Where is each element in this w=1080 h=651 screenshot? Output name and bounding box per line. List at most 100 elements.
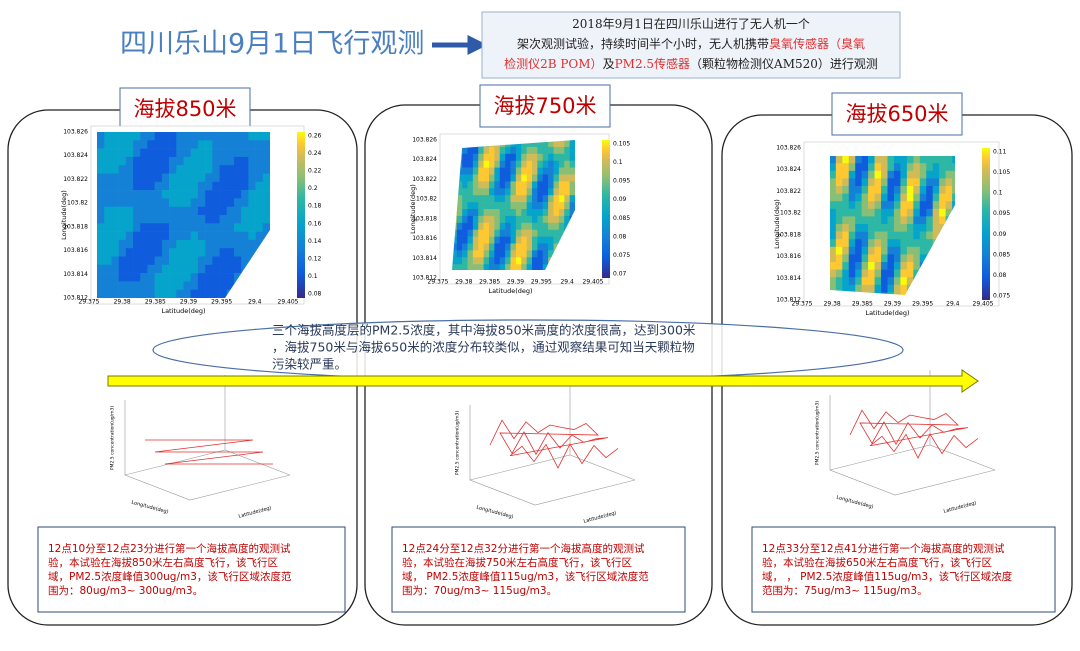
heatmap-cell bbox=[926, 156, 934, 164]
summary: 2018年9月1日在四川乐山进行了无人机一个架次观测试验，持续时间半个小时，无人… bbox=[504, 17, 878, 71]
heatmap-cell bbox=[532, 146, 538, 155]
heatmap-cell bbox=[226, 264, 235, 274]
heatmap-cell bbox=[111, 165, 119, 174]
heatmap-cell bbox=[532, 167, 538, 175]
heatmap-cell bbox=[133, 148, 141, 158]
heatmap-cell bbox=[233, 198, 242, 207]
heatmap-cell bbox=[125, 215, 134, 224]
heatmap-cell bbox=[510, 160, 517, 168]
heatmap-cell bbox=[140, 140, 148, 149]
heatmap-cell bbox=[868, 208, 875, 217]
heatmap-cell bbox=[248, 148, 256, 158]
heatmap-cell bbox=[161, 223, 170, 232]
heatmap-cell bbox=[505, 209, 511, 217]
heatmap-cell bbox=[147, 165, 155, 174]
heatmap-cell bbox=[197, 148, 206, 158]
panel-label-box bbox=[831, 92, 963, 136]
heatmap-cell bbox=[499, 229, 506, 237]
heatmap-cell bbox=[169, 239, 177, 249]
heatmap-cell bbox=[233, 231, 242, 241]
heatmap-cell bbox=[558, 229, 565, 237]
heatmap-cell bbox=[926, 163, 934, 172]
heatmap-cell bbox=[183, 198, 192, 207]
heatmap-cell bbox=[505, 264, 511, 270]
heatmap-cell bbox=[893, 262, 901, 270]
heatmap-cell bbox=[494, 160, 501, 168]
heatmap-cell bbox=[97, 165, 105, 174]
plot3d-axes bbox=[124, 375, 291, 501]
heatmap-cell bbox=[542, 188, 549, 196]
heatmap-cell bbox=[510, 153, 517, 161]
heatmap-cell bbox=[248, 223, 256, 232]
heatmap-cell bbox=[848, 254, 856, 263]
heatmap-cell bbox=[104, 215, 112, 224]
heatmap-cell bbox=[183, 239, 192, 249]
heatmap-cell bbox=[881, 284, 888, 293]
heatmap-cell bbox=[467, 188, 474, 196]
heatmap-cell bbox=[262, 206, 270, 216]
heatmap-cell bbox=[104, 264, 112, 274]
heatmap-cell bbox=[111, 223, 119, 232]
heatmap-cell bbox=[494, 188, 501, 196]
heatmap-cell bbox=[900, 224, 908, 232]
heatmap-cell bbox=[881, 186, 888, 194]
heatmap-cell bbox=[499, 222, 506, 230]
heatmap-cell bbox=[848, 170, 856, 179]
heatmap-cell bbox=[861, 208, 869, 217]
heatmap-cell bbox=[97, 198, 105, 207]
heatmap-cell bbox=[147, 156, 155, 166]
heatmap-cell bbox=[868, 231, 875, 240]
heatmap-cell bbox=[169, 190, 177, 199]
heatmap-cell bbox=[848, 277, 856, 286]
heatmap-cell bbox=[478, 257, 484, 265]
description-line: 域， PM2.5浓度峰值115ug/m3，该飞行区域浓度范 bbox=[402, 570, 649, 583]
heatmap-cell bbox=[939, 193, 946, 202]
heatmap-x-tick: 29.385 bbox=[852, 301, 873, 308]
heatmap-cell bbox=[226, 165, 235, 174]
heatmap-cell bbox=[176, 239, 184, 249]
heatmap-cell bbox=[887, 193, 895, 202]
heatmap-cell bbox=[932, 156, 940, 164]
heatmap-cell bbox=[125, 248, 134, 257]
heatmap-y-tick: 103.82 bbox=[416, 196, 437, 203]
heatmap-cell bbox=[140, 190, 148, 199]
heatmap-cell bbox=[154, 198, 163, 207]
heatmap-cell bbox=[874, 262, 882, 270]
heatmap-cell bbox=[515, 236, 522, 244]
heatmap-cell bbox=[147, 173, 155, 183]
heatmap-cell bbox=[913, 208, 921, 217]
heatmap-cell bbox=[868, 239, 875, 248]
heatmap-cell bbox=[893, 224, 901, 232]
summary-segment: 臭氧传感器（臭氧 bbox=[769, 36, 865, 51]
heatmap-cell bbox=[830, 178, 837, 187]
heatmap-cell bbox=[919, 201, 927, 210]
heatmap-cell bbox=[111, 156, 119, 166]
heatmap-cell bbox=[161, 256, 170, 266]
plot3d-y-label: Latitude(deg) bbox=[238, 505, 272, 520]
heatmap-y-tick: 103.814 bbox=[776, 275, 801, 282]
heatmap-cell bbox=[262, 181, 270, 191]
heatmap-cell bbox=[169, 206, 177, 216]
heatmap-cell bbox=[97, 248, 105, 257]
description-line: 12点10分至12点23分进行第一个海拔高度的观测试 bbox=[48, 542, 291, 555]
heatmap-cell bbox=[919, 231, 927, 240]
summary-line: 架次观测试验，持续时间半个小时，无人机携带臭氧传感器（臭氧 bbox=[517, 36, 865, 51]
heatmap-cell bbox=[205, 223, 213, 232]
heatmap-cell bbox=[104, 156, 112, 166]
heatmap-cell bbox=[219, 173, 228, 183]
heatmap-cell bbox=[197, 190, 206, 199]
heatmap-cell bbox=[154, 148, 163, 158]
heatmap-cell bbox=[881, 239, 888, 248]
heatmap-cell bbox=[881, 216, 888, 225]
heatmap-cell bbox=[489, 222, 495, 230]
heatmap-cell bbox=[212, 256, 220, 266]
heatmap-cell bbox=[467, 243, 474, 251]
heatmap-cell bbox=[467, 202, 474, 210]
heatmap-cell bbox=[154, 190, 163, 199]
heatmap-cell bbox=[900, 277, 908, 286]
heatmap-cell bbox=[233, 215, 242, 224]
heatmap-cell bbox=[569, 160, 575, 168]
heatmap-cell bbox=[462, 188, 468, 196]
heatmap-cell bbox=[97, 231, 105, 241]
summary-segment: （颗粒物检测仪AM520）进行观测 bbox=[690, 56, 878, 71]
